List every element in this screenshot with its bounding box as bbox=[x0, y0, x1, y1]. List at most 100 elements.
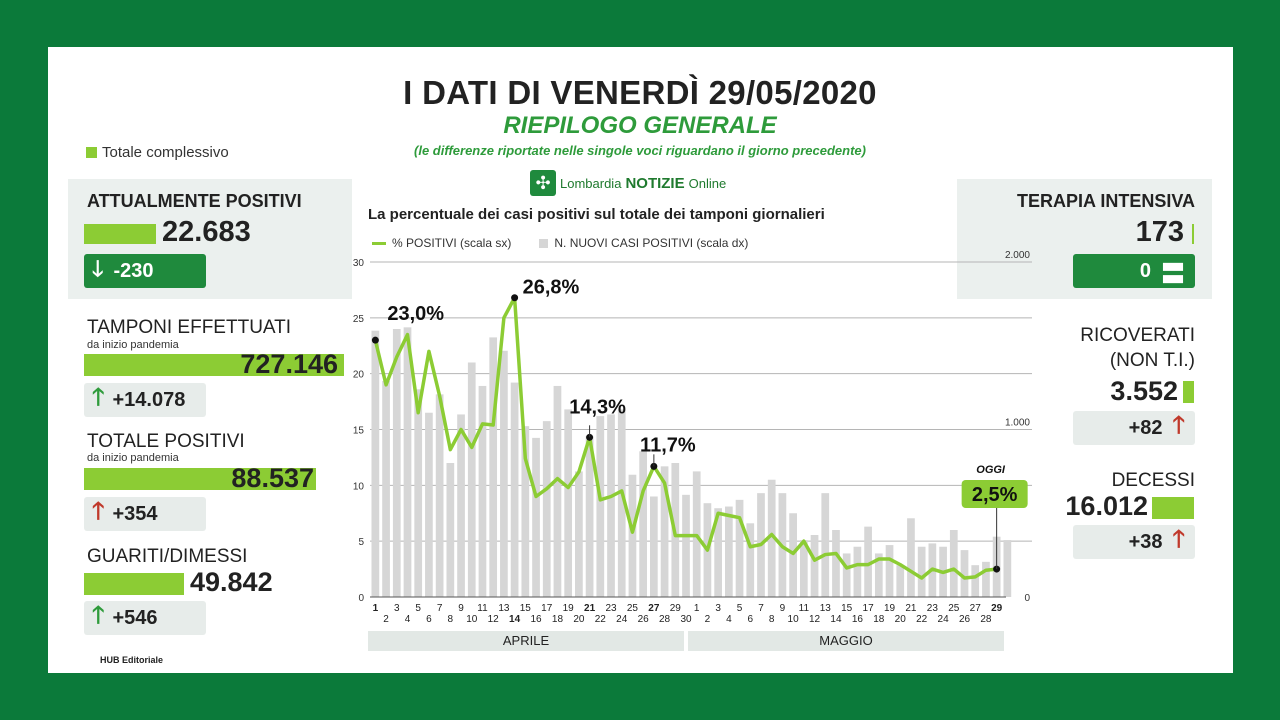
terapia-intensiva-value: 173 bbox=[1135, 216, 1184, 248]
bar-new-cases bbox=[575, 471, 583, 597]
brand-name: Lombardia bbox=[560, 175, 622, 191]
decessi-bar bbox=[1152, 497, 1194, 519]
x-tick-label: 8 bbox=[769, 614, 775, 625]
x-tick-label: 2 bbox=[383, 614, 389, 625]
bar-legend-icon bbox=[539, 238, 549, 248]
bar-new-cases bbox=[489, 337, 498, 597]
annotation-label: 23,0% bbox=[387, 303, 444, 325]
bar-new-cases bbox=[832, 530, 840, 597]
bar-new-cases bbox=[542, 421, 551, 597]
x-tick-label: 24 bbox=[938, 614, 950, 625]
x-tick-label: 6 bbox=[426, 614, 432, 625]
x-tick-label: 20 bbox=[573, 614, 585, 625]
decessi-label: DECESSI bbox=[1111, 470, 1195, 491]
bar-new-cases bbox=[521, 426, 530, 597]
x-tick-label: 28 bbox=[980, 614, 992, 625]
x-tick-label: 25 bbox=[627, 603, 639, 614]
y-left-tick: 25 bbox=[353, 314, 365, 325]
arrow-up-icon: 🡑 bbox=[92, 601, 105, 629]
totale-positivi-sub: da inizio pandemia bbox=[87, 452, 179, 464]
line-percent-positive bbox=[373, 295, 997, 580]
tamponi-bar bbox=[84, 354, 344, 376]
x-tick-label: 10 bbox=[788, 614, 800, 625]
ricoverati-value: 3.552 bbox=[1110, 376, 1178, 406]
x-tick-label: 14 bbox=[509, 614, 521, 625]
y-left-tick: 10 bbox=[353, 481, 365, 492]
page-subtitle: RIEPILOGO GENERALE bbox=[503, 112, 777, 139]
arrow-up-red-icon: 🡑 bbox=[92, 497, 105, 525]
bar-new-cases bbox=[842, 553, 851, 597]
tamponi-label: TAMPONI EFFETTUATI bbox=[87, 317, 292, 338]
guariti-value: 49.842 bbox=[190, 567, 273, 597]
bar-new-cases bbox=[949, 530, 958, 597]
guariti-bar bbox=[84, 573, 184, 595]
y-right-tick: 2.000 bbox=[1005, 250, 1030, 261]
x-tick-label: 12 bbox=[488, 614, 500, 625]
y-right-tick: 1.000 bbox=[1005, 418, 1030, 429]
ricoverati-delta: +82 🡑 bbox=[1073, 411, 1195, 445]
chart-band-bg bbox=[352, 179, 957, 299]
bar-new-cases bbox=[392, 329, 401, 597]
bar-new-cases bbox=[510, 382, 519, 597]
bar-new-cases bbox=[596, 416, 605, 597]
bar-new-cases bbox=[960, 550, 969, 597]
x-tick-label: 12 bbox=[809, 614, 821, 625]
x-tick-label: 30 bbox=[680, 614, 692, 625]
bar-new-cases bbox=[607, 414, 615, 597]
bar-new-cases bbox=[500, 350, 508, 597]
bar-new-cases bbox=[650, 496, 658, 597]
attualmente-positivi-value: 22.683 bbox=[162, 216, 251, 248]
bar-new-cases bbox=[885, 545, 894, 597]
bar-new-cases bbox=[907, 518, 915, 597]
bar-new-cases bbox=[435, 394, 444, 597]
bar-new-cases bbox=[874, 553, 883, 597]
bar-new-cases bbox=[553, 385, 562, 597]
chart-svg: 05101520253001.0002.00012345678910111213… bbox=[353, 250, 1032, 625]
page-note: (le differenze riportate nelle singole v… bbox=[414, 143, 866, 158]
x-tick-label: 20 bbox=[895, 614, 907, 625]
x-tick-label: 3 bbox=[394, 603, 400, 614]
x-tick-label: 13 bbox=[498, 603, 510, 614]
guariti-label: GUARITI/DIMESSI bbox=[87, 546, 248, 567]
month-maggio: MAGGIO bbox=[688, 631, 1004, 651]
x-tick-label: 23 bbox=[605, 603, 617, 614]
bar-new-cases bbox=[467, 362, 476, 597]
x-tick-label: 2 bbox=[705, 614, 711, 625]
total-legend: Totale complessivo bbox=[86, 144, 229, 161]
x-tick-label: 4 bbox=[405, 614, 411, 625]
x-tick-label: 18 bbox=[552, 614, 564, 625]
bar-new-cases bbox=[735, 499, 744, 597]
bar-new-cases bbox=[682, 494, 690, 597]
attualmente-positivi-label: ATTUALMENTE POSITIVI bbox=[87, 191, 302, 211]
annotation-today-value: 2,5% bbox=[972, 484, 1018, 506]
page-title: I DATI DI VENERDÌ 29/05/2020 bbox=[403, 74, 877, 111]
annotation-today: OGGI bbox=[976, 464, 1006, 476]
ricoverati-bar bbox=[1183, 381, 1194, 403]
terapia-intensiva-label: TERAPIA INTENSIVA bbox=[1016, 191, 1195, 211]
x-tick-label: 29 bbox=[670, 603, 682, 614]
bar-new-cases bbox=[971, 565, 980, 597]
bar-new-cases bbox=[896, 565, 905, 597]
equal-icon: 〓 bbox=[1161, 260, 1185, 288]
x-tick-label: 19 bbox=[884, 603, 896, 614]
bar-new-cases bbox=[1003, 540, 1012, 597]
x-tick-label: 17 bbox=[863, 603, 875, 614]
x-tick-label: 10 bbox=[466, 614, 478, 625]
x-tick-label: 13 bbox=[820, 603, 832, 614]
y-left-tick: 15 bbox=[353, 426, 365, 437]
x-tick-label: 17 bbox=[541, 603, 553, 614]
tamponi-value: 727.146 bbox=[240, 349, 338, 379]
x-tick-label: 27 bbox=[648, 603, 660, 614]
terapia-intensiva-delta: 0 〓 bbox=[1073, 254, 1195, 288]
chart-legend: % POSITIVI (scala sx) N. NUOVI CASI POSI… bbox=[372, 236, 748, 250]
arrow-up-red-icon: 🡑 bbox=[1172, 411, 1185, 439]
totale-positivi-delta: 🡑 +354 bbox=[84, 497, 206, 531]
totale-positivi-delta-value: +354 bbox=[112, 502, 158, 525]
bar-new-cases bbox=[382, 380, 390, 597]
x-tick-label: 26 bbox=[638, 614, 650, 625]
x-tick-label: 9 bbox=[458, 603, 464, 614]
bar-new-cases bbox=[457, 414, 465, 597]
brand-bold: NOTIZIE bbox=[625, 174, 685, 192]
marker-dot bbox=[371, 336, 379, 344]
attualmente-positivi-delta: 🡓 -230 bbox=[84, 254, 206, 288]
